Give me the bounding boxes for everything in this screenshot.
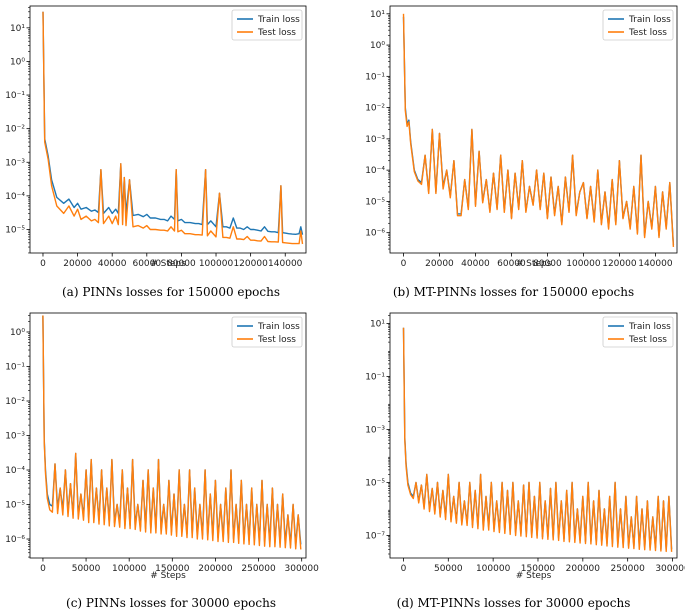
chart-b-svg: 0 20000 40000 60000 80000 100000 120000 140000 1… — [365, 5, 678, 269]
x-tick-label: 250000 — [610, 564, 645, 574]
y-tick-label: 10⁻¹ — [5, 362, 25, 372]
test-loss-line — [42, 315, 302, 550]
caption-a: (a) PINNs losses for 150000 epochs — [61, 285, 281, 299]
y-tick-label: 10⁻³ — [365, 426, 385, 436]
x-tick-label: 100000 — [199, 259, 234, 269]
x-tick-label: 100000 — [112, 564, 147, 574]
legend-label: Train loss — [628, 322, 671, 332]
x-axis-title: # Steps — [516, 259, 552, 269]
caption-d: (d) MT-PINNs losses for 30000 epochs — [396, 596, 631, 610]
x-tick-label: 250000 — [241, 564, 276, 574]
x-tick-label: 0 — [401, 564, 407, 574]
panel-a: 0 20000 40000 60000 80000 100000 120000 140000 1… — [0, 0, 342, 306]
x-tick-label: 200000 — [198, 564, 233, 574]
y-tick-label: 10⁻² — [365, 104, 385, 114]
y-tick-label: 10⁰ — [10, 328, 25, 338]
legend-label: Test loss — [257, 28, 296, 38]
y-tick-label: 10⁻² — [5, 125, 25, 135]
test-loss-line — [42, 11, 304, 245]
panel-d: 0 50000 100000 150000 200000 250000 300000 10¹ 1… — [342, 306, 685, 613]
x-tick-label: 150000 — [155, 564, 190, 574]
x-axis-title: # Steps — [150, 571, 186, 581]
x-axis-title: # Steps — [150, 259, 186, 269]
legend-label: Train loss — [257, 15, 300, 25]
y-tick-label: 10⁻⁴ — [5, 466, 25, 476]
caption-c: (c) PINNs losses for 30000 epochs — [66, 596, 276, 610]
caption-b: (b) MT-PINNs losses for 150000 epochs — [392, 285, 635, 299]
legend-label: Test loss — [628, 335, 667, 345]
x-tick-label: 20000 — [425, 259, 454, 269]
chart-a-svg: 0 20000 40000 60000 80000 100000 120000 140000 1… — [5, 5, 307, 269]
x-tick-label: 120000 — [602, 259, 637, 269]
y-tick-label: 10⁻⁷ — [365, 531, 385, 541]
plot-frame — [29, 312, 307, 559]
x-tick-label: 0 — [40, 564, 46, 574]
test-loss-line — [402, 13, 675, 247]
plot-frame — [29, 5, 307, 254]
x-tick-label: 120000 — [233, 259, 268, 269]
y-tick-label: 10⁻³ — [5, 432, 25, 442]
x-tick-label: 150000 — [521, 564, 556, 574]
x-tick-label: 40000 — [98, 259, 127, 269]
legend-label: Test loss — [628, 28, 667, 38]
x-tick-label: 0 — [40, 259, 46, 269]
y-tick-label: 10¹ — [370, 320, 385, 330]
x-tick-label: 80000 — [167, 259, 196, 269]
y-tick-label: 10⁻³ — [365, 135, 385, 145]
y-tick-label: 10¹ — [370, 10, 385, 20]
x-tick-label: 100000 — [476, 564, 511, 574]
y-tick-label: 10⁻⁴ — [365, 166, 385, 176]
y-tick-label: 10⁻⁶ — [5, 535, 25, 545]
y-tick-label: 10⁰ — [370, 41, 385, 51]
y-tick-label: 10⁻⁶ — [365, 229, 385, 239]
x-tick-label: 40000 — [461, 259, 490, 269]
legend-label: Train loss — [628, 15, 671, 25]
chart-c-svg: 0 50000 100000 150000 200000 250000 300000 10⁰ 1… — [5, 312, 320, 581]
x-tick-label: 140000 — [638, 259, 673, 269]
x-tick-label: 20000 — [63, 259, 92, 269]
y-tick-label: 10⁻⁴ — [5, 192, 25, 202]
panel-c: 0 50000 100000 150000 200000 250000 300000 10⁰ 1… — [0, 306, 342, 613]
y-tick-label: 10⁻¹ — [365, 72, 385, 82]
x-tick-label: 50000 — [72, 564, 101, 574]
x-tick-label: 300000 — [285, 564, 320, 574]
y-tick-label: 10⁻⁵ — [5, 501, 25, 511]
chart-d-svg: 0 50000 100000 150000 200000 250000 300000 10¹ 1… — [365, 312, 685, 581]
legend-label: Train loss — [257, 322, 300, 332]
y-tick-label: 10¹ — [10, 24, 25, 34]
test-loss-line — [402, 327, 673, 553]
plot-frame — [389, 312, 678, 559]
y-tick-label: 10⁰ — [10, 57, 25, 67]
plot-frame — [389, 5, 678, 254]
x-tick-label: 100000 — [566, 259, 601, 269]
x-tick-label: 200000 — [566, 564, 601, 574]
y-tick-label: 10⁻⁵ — [365, 479, 385, 489]
x-axis-title: # Steps — [516, 571, 552, 581]
x-tick-label: 60000 — [132, 259, 161, 269]
y-tick-label: 10⁻⁵ — [365, 197, 385, 207]
panel-b: 0 20000 40000 60000 80000 100000 120000 140000 1… — [342, 0, 685, 306]
x-tick-label: 50000 — [434, 564, 463, 574]
x-tick-label: 80000 — [533, 259, 562, 269]
x-tick-label: 0 — [401, 259, 407, 269]
y-tick-label: 10⁻¹ — [5, 91, 25, 101]
legend-label: Test loss — [257, 335, 296, 345]
x-tick-label: 300000 — [655, 564, 685, 574]
y-tick-label: 10⁻⁵ — [5, 225, 25, 235]
y-tick-label: 10⁻² — [5, 397, 25, 407]
x-tick-label: 60000 — [497, 259, 526, 269]
y-tick-label: 10⁻³ — [5, 158, 25, 168]
x-tick-label: 140000 — [268, 259, 303, 269]
y-tick-label: 10⁻¹ — [365, 373, 385, 383]
